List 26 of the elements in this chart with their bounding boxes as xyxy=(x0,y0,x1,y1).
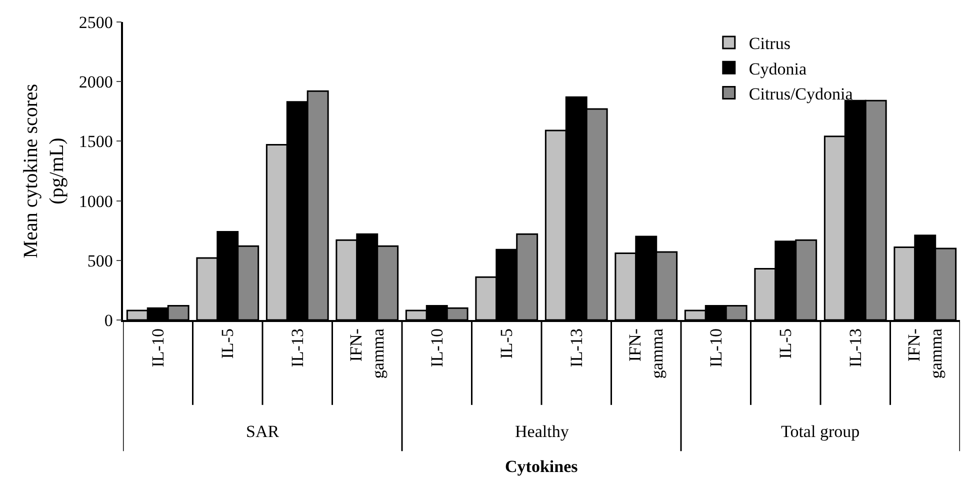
x-tick-label: IFN- gamma xyxy=(346,328,388,379)
text: SAR xyxy=(246,422,280,441)
text: Healthy xyxy=(515,422,570,441)
x-tick-label: IL-13 xyxy=(288,328,307,368)
x-tick-label: IL-5 xyxy=(497,328,516,359)
x-tick-label: IFN- gamma xyxy=(626,328,667,379)
x-tick-label: IL-5 xyxy=(776,328,796,359)
y-tick-label: 1000 xyxy=(78,192,113,211)
legend-label: Citrus xyxy=(748,34,790,54)
y-axis-title: Mean cytokine scores (pg/mL) xyxy=(20,84,68,258)
legend-label: Cydonia xyxy=(748,59,807,78)
x-axis-title: Cytokines xyxy=(505,457,578,476)
y-tick-label: 1500 xyxy=(78,132,113,152)
y-tick-label: 500 xyxy=(87,251,113,270)
legend-label: Citrus/Cydonia xyxy=(748,84,854,104)
x-tick-label: IL-10 xyxy=(148,328,168,368)
text: Total group xyxy=(781,422,860,441)
x-tick-label: IL-5 xyxy=(218,328,238,359)
y-tick-label: 2000 xyxy=(78,72,113,92)
x-tick-label: IL-13 xyxy=(566,328,586,368)
y-tick-label: 2500 xyxy=(78,12,113,32)
x-tick-label: IL-10 xyxy=(706,328,726,368)
y-tick-label: 0 xyxy=(104,310,113,330)
x-tick-label: IFN- gamma xyxy=(904,328,946,379)
x-tick-label: IL-13 xyxy=(846,328,865,368)
x-tick-label: IL-10 xyxy=(427,328,446,368)
